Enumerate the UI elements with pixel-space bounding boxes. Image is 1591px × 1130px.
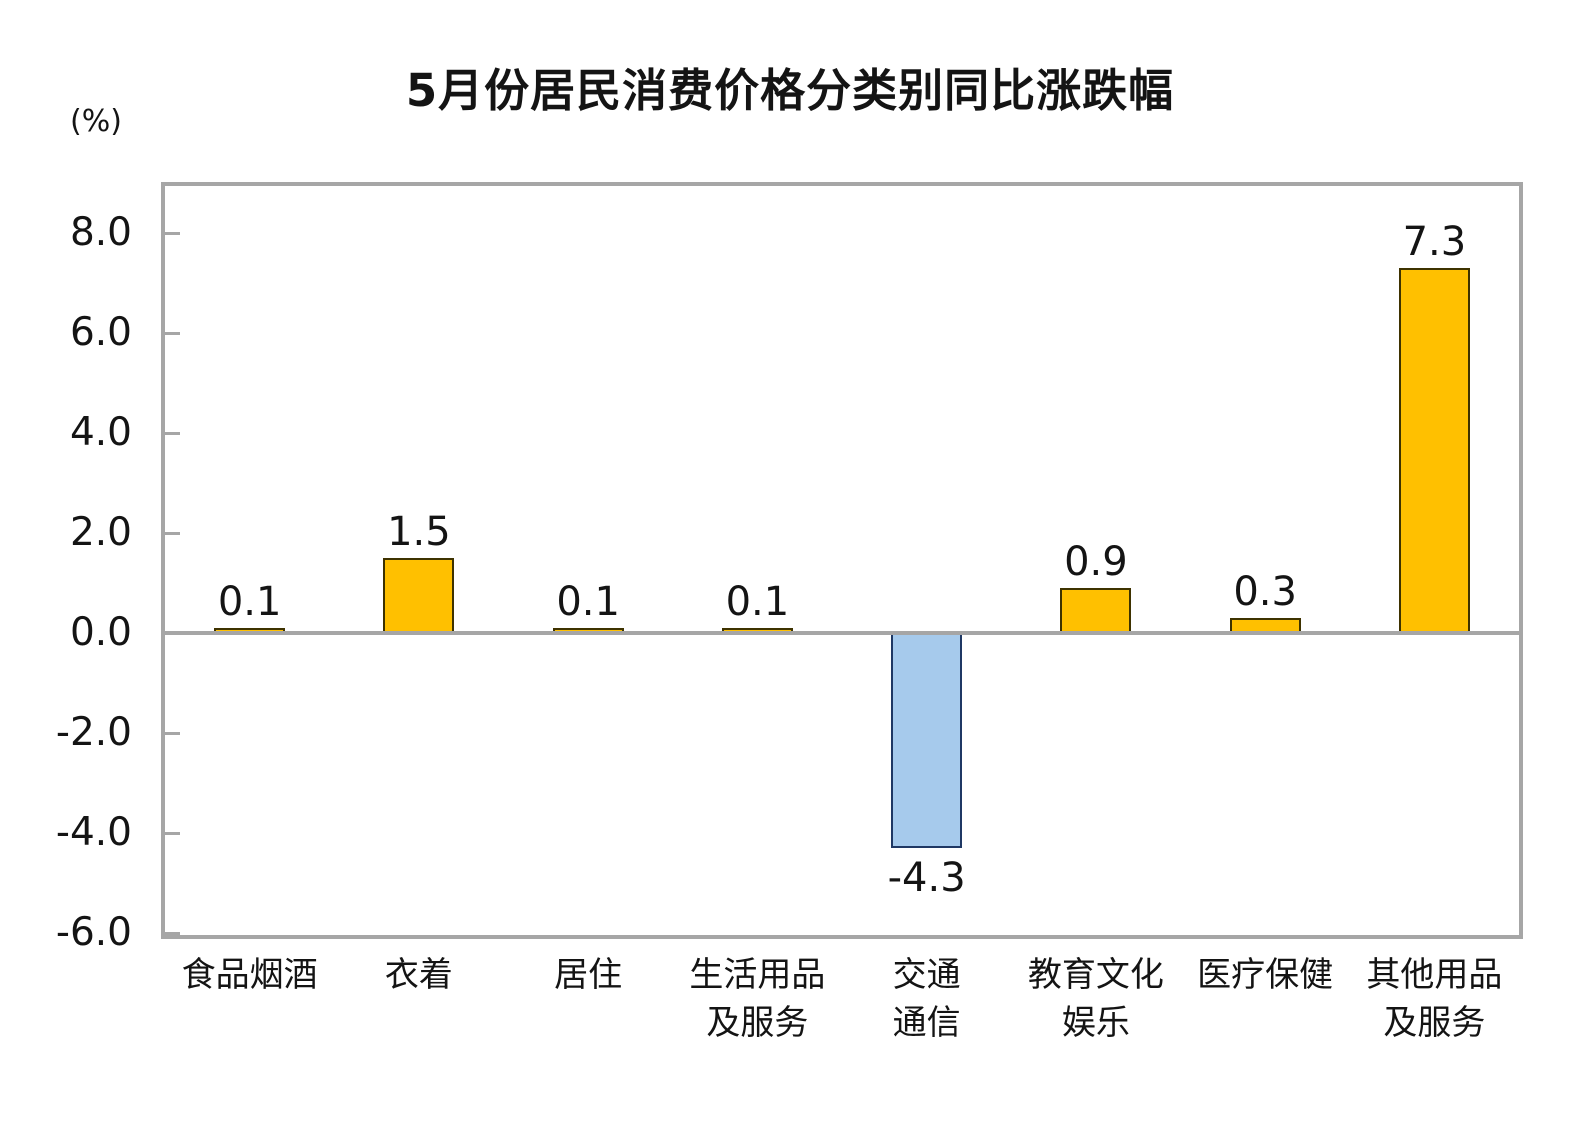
- y-axis-tick-label: 6.0: [69, 310, 132, 355]
- bar-value-label: 0.9: [1064, 539, 1128, 585]
- category-label: 食品烟酒: [181, 955, 318, 995]
- y-axis-tick-label: 8.0: [69, 210, 132, 255]
- category-label: 生活用品 及服务: [689, 955, 826, 1043]
- y-axis-tick: [165, 332, 180, 335]
- y-axis-tick-label: 2.0: [69, 510, 132, 555]
- bar-value-label: -4.3: [887, 855, 966, 901]
- chart-title: 5月份居民消费价格分类别同比涨跌幅: [405, 64, 1175, 117]
- plot-inner: 0.1 食品烟酒 1.5 衣着 0.1 居住 0.1 生活用品 及服务 -4.3 交通 通信 0.9…: [165, 186, 1519, 1043]
- y-axis-tick: [165, 232, 180, 235]
- bar-value-label: 0.1: [217, 579, 282, 625]
- bar-value-label: 0.1: [725, 579, 790, 625]
- bar: [1398, 268, 1470, 633]
- bar-value-label: 0.3: [1233, 569, 1297, 615]
- bar: [891, 633, 963, 848]
- category-label: 其他用品 及服务: [1366, 955, 1503, 1043]
- y-axis-tick: [165, 532, 180, 535]
- category-label: 居住: [554, 955, 623, 995]
- y-axis-tick: [165, 832, 180, 835]
- category-label: 衣着: [384, 955, 453, 995]
- y-axis-tick-label: 0.0: [69, 610, 132, 655]
- y-axis-tick-label: 4.0: [69, 410, 132, 455]
- category-label: 教育文化 娱乐: [1027, 955, 1164, 1043]
- bar: [383, 558, 455, 633]
- bar-value-label: 0.1: [556, 579, 620, 625]
- y-axis-tick-label: -6.0: [55, 910, 132, 955]
- y-axis-unit-label: (%): [70, 104, 122, 139]
- plot-area: 0.1 食品烟酒 1.5 衣着 0.1 居住 0.1 生活用品 及服务 -4.3 交通 通信 0.9…: [161, 182, 1523, 1043]
- bar-value-label: 7.3: [1402, 219, 1467, 265]
- y-axis-tick-label: -2.0: [55, 710, 132, 755]
- y-axis-tick-label: -4.0: [55, 810, 132, 855]
- y-axis-tick: [165, 732, 180, 735]
- y-axis-tick: [165, 932, 180, 935]
- zero-axis-line: [165, 631, 1519, 635]
- y-axis-tick: [165, 432, 180, 435]
- category-label: 医疗保健: [1197, 955, 1334, 995]
- bar: [1060, 588, 1132, 633]
- category-label: 交通 通信: [892, 955, 961, 1043]
- bar-value-label: 1.5: [387, 509, 451, 555]
